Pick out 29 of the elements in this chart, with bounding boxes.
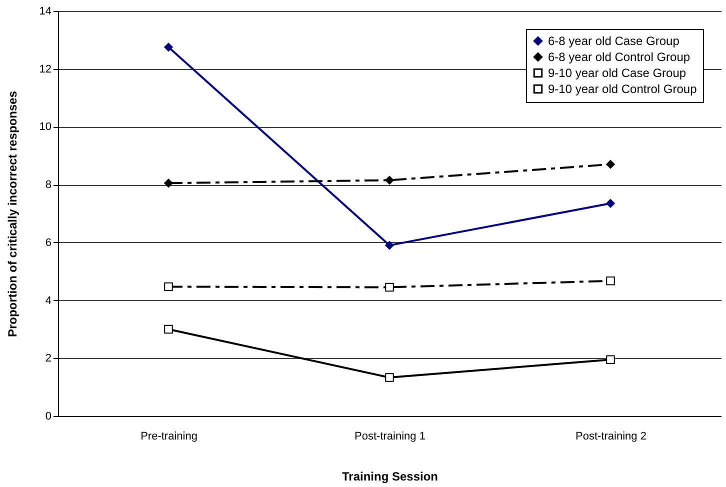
point: [606, 355, 615, 364]
y-tick-label: 0: [45, 410, 52, 422]
legend-label: 6-8 year old Control Group: [548, 50, 690, 64]
legend-label: 6-8 year old Case Group: [548, 34, 680, 48]
point: [606, 160, 615, 169]
y-axis-title: Proportion of critically incorrect responses: [5, 90, 20, 338]
point: [385, 176, 394, 185]
point: [164, 324, 173, 334]
y-tick-label: 2: [45, 352, 52, 365]
legend-label: 9-10 year old Case Group: [548, 66, 686, 80]
point: [606, 199, 615, 208]
y-tick-label: 12: [39, 63, 52, 76]
point: [164, 282, 173, 292]
y-tick-label: 10: [39, 121, 52, 134]
legend-label: 9-10 year old Control Group: [548, 82, 698, 96]
x-tick-label: Pre-training: [140, 430, 198, 442]
y-tick-label: 4: [45, 294, 52, 307]
point: [164, 42, 173, 52]
x-axis-title: Training Session: [342, 470, 438, 484]
point: [385, 240, 394, 250]
point: [164, 178, 173, 188]
point: [385, 373, 394, 382]
y-tick-label: 14: [39, 6, 52, 18]
point: [606, 276, 615, 286]
y-tick-label: 8: [45, 179, 52, 192]
x-tick-label: Post-training 1: [354, 430, 426, 442]
point: [385, 282, 394, 292]
y-tick-label: 6: [45, 236, 52, 249]
x-tick-label: Post-training 2: [576, 430, 646, 442]
